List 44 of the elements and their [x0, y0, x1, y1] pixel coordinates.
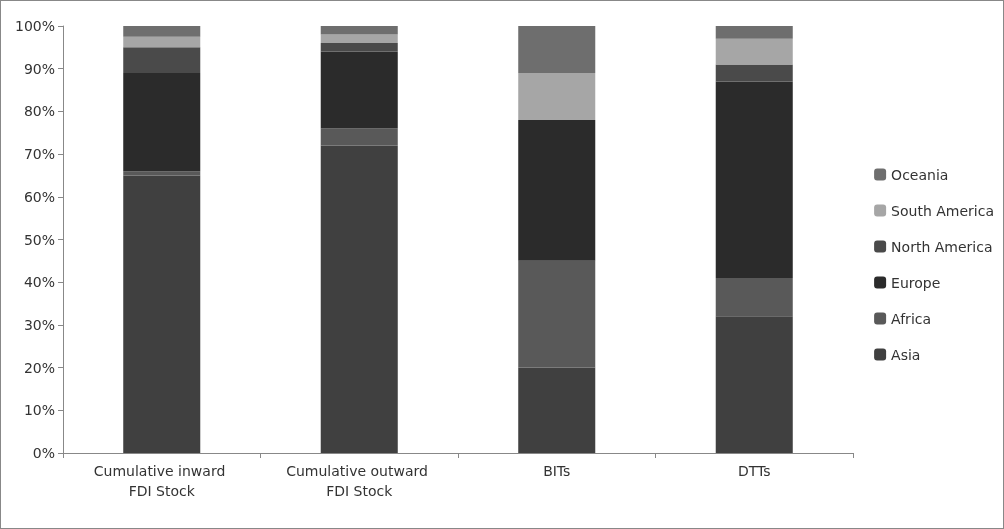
bar [715, 38, 793, 65]
bar [715, 316, 793, 453]
x-tick-label: Cumulative outward FDI Stock [286, 463, 433, 499]
bar [715, 26, 793, 39]
bar [123, 171, 201, 176]
y-tick-label: 40% [23, 274, 55, 291]
y-tick-label: 70% [23, 146, 55, 163]
bar [123, 36, 201, 48]
y-tick-label: 80% [23, 103, 55, 120]
bar [320, 34, 398, 44]
bar [518, 260, 596, 368]
bar [320, 26, 398, 35]
x-tick-label: DTTs [737, 463, 771, 479]
bar [123, 175, 201, 453]
y-tick-label: 0% [32, 445, 55, 461]
y-tick-label: 10% [23, 402, 55, 419]
legend-label: Europe [891, 274, 941, 291]
bar [518, 367, 596, 453]
bar [123, 72, 201, 172]
y-tick-label: 90% [23, 60, 55, 77]
bar [123, 26, 201, 37]
bar [320, 128, 398, 146]
bar [715, 81, 793, 278]
bar [715, 64, 793, 82]
bar [123, 47, 201, 73]
legend-label: Asia [891, 346, 921, 363]
y-tick-label: 20% [23, 359, 55, 376]
legend-label: Africa [891, 310, 932, 327]
bar [518, 26, 596, 73]
bar [320, 43, 398, 52]
y-tick-label: 60% [23, 188, 55, 205]
y-tick-label: 100% [14, 18, 55, 34]
bar [320, 145, 398, 453]
legend-label: South America [891, 202, 994, 219]
y-tick-label: 30% [23, 316, 55, 333]
bar [320, 51, 398, 129]
legend-label: Oceania [891, 166, 949, 183]
legend-label: North America [891, 238, 993, 255]
bar [518, 119, 596, 261]
x-tick-label: BITs [543, 463, 571, 479]
y-tick-label: 50% [23, 231, 55, 248]
x-tick-label: Cumulative inward FDI Stock [93, 463, 230, 499]
bar [715, 277, 793, 317]
bar [518, 72, 596, 120]
